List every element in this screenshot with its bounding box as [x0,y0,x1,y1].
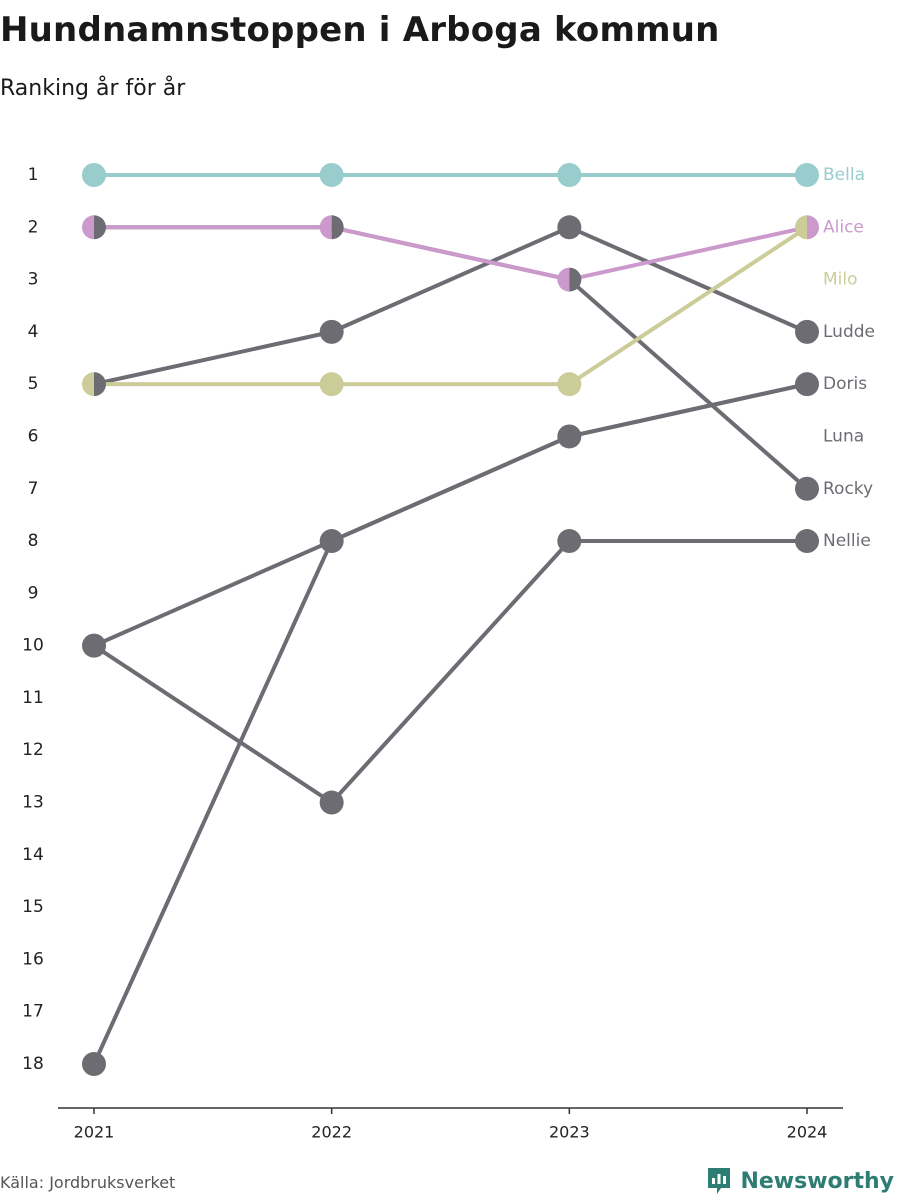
data-point [795,529,819,554]
chart-subtitle: Ranking år för år [0,76,186,101]
data-point [319,215,344,240]
y-tick-label: 15 [22,897,44,917]
data-point [82,163,106,187]
x-tick-label: 2023 [549,1123,590,1142]
data-point [319,319,344,344]
data-point [795,215,819,240]
x-tick-label: 2022 [311,1123,352,1142]
end-label-milo: Milo [823,270,858,290]
data-point [557,424,582,449]
data-point [319,372,344,397]
series-line-nellie [92,539,809,805]
data-point [82,1052,106,1076]
source-note: Källa: Jordbruksverket [0,1173,176,1192]
brand-name: Newsworthy [740,1168,894,1194]
end-label-nellie: Nellie [823,531,871,551]
end-label-doris: Doris [823,374,867,394]
y-tick-label: 14 [22,845,44,865]
brand-logo[interactable]: Newsworthy [706,1166,894,1196]
chart-title: Hundnamnstoppen i Arboga kommun [0,10,720,50]
y-tick-label: 3 [28,270,39,290]
end-label-alice: Alice [823,217,864,237]
series-points [82,163,819,1076]
data-point [557,163,582,187]
data-point [319,163,344,187]
y-tick-label: 9 [28,583,39,603]
series-line-luna [92,382,809,1066]
y-tick-label: 13 [22,793,44,813]
series-line-alice [92,225,809,282]
data-point [557,215,582,240]
newsworthy-logo-icon [708,1168,731,1194]
y-tick-label: 18 [22,1054,44,1074]
end-label-luna: Luna [823,426,864,446]
y-tick-label: 16 [22,949,44,969]
y-tick-label: 2 [28,217,39,237]
end-label-bella: Bella [823,165,865,185]
data-point [795,319,819,344]
end-labels: Bella Alice Milo Ludde Doris Luna Rocky Nellie [823,165,875,551]
y-tick-label: 10 [22,636,44,656]
end-label-rocky: Rocky [823,479,873,499]
y-tick-label: 5 [28,374,39,394]
data-point [319,529,344,554]
series-line-ludde [92,225,809,387]
y-tick-label: 11 [22,688,44,708]
y-tick-label: 6 [28,426,39,446]
series-line-doris [92,382,809,648]
series-lines [92,173,809,1066]
end-label-ludde: Ludde [823,322,875,342]
data-point [557,267,582,292]
data-point [557,529,582,554]
y-tick-label: 17 [22,1002,44,1022]
data-point [795,372,819,397]
series-line-milo [92,225,809,387]
data-point [82,372,107,397]
data-point [319,790,344,815]
data-point [795,163,819,187]
y-tick-label: 1 [28,165,39,185]
data-point [82,215,107,240]
data-point [557,372,582,397]
x-tick-label: 2024 [787,1123,828,1142]
x-axis: 2021 2022 2023 2024 [58,1107,843,1142]
x-tick-label: 2021 [74,1123,115,1142]
data-point [82,633,106,658]
y-tick-label: 8 [28,531,39,551]
y-tick-label: 12 [22,740,44,760]
data-point [795,476,819,501]
series-line-rocky [92,225,809,491]
y-tick-label: 4 [28,322,39,342]
y-tick-label: 7 [28,479,39,499]
